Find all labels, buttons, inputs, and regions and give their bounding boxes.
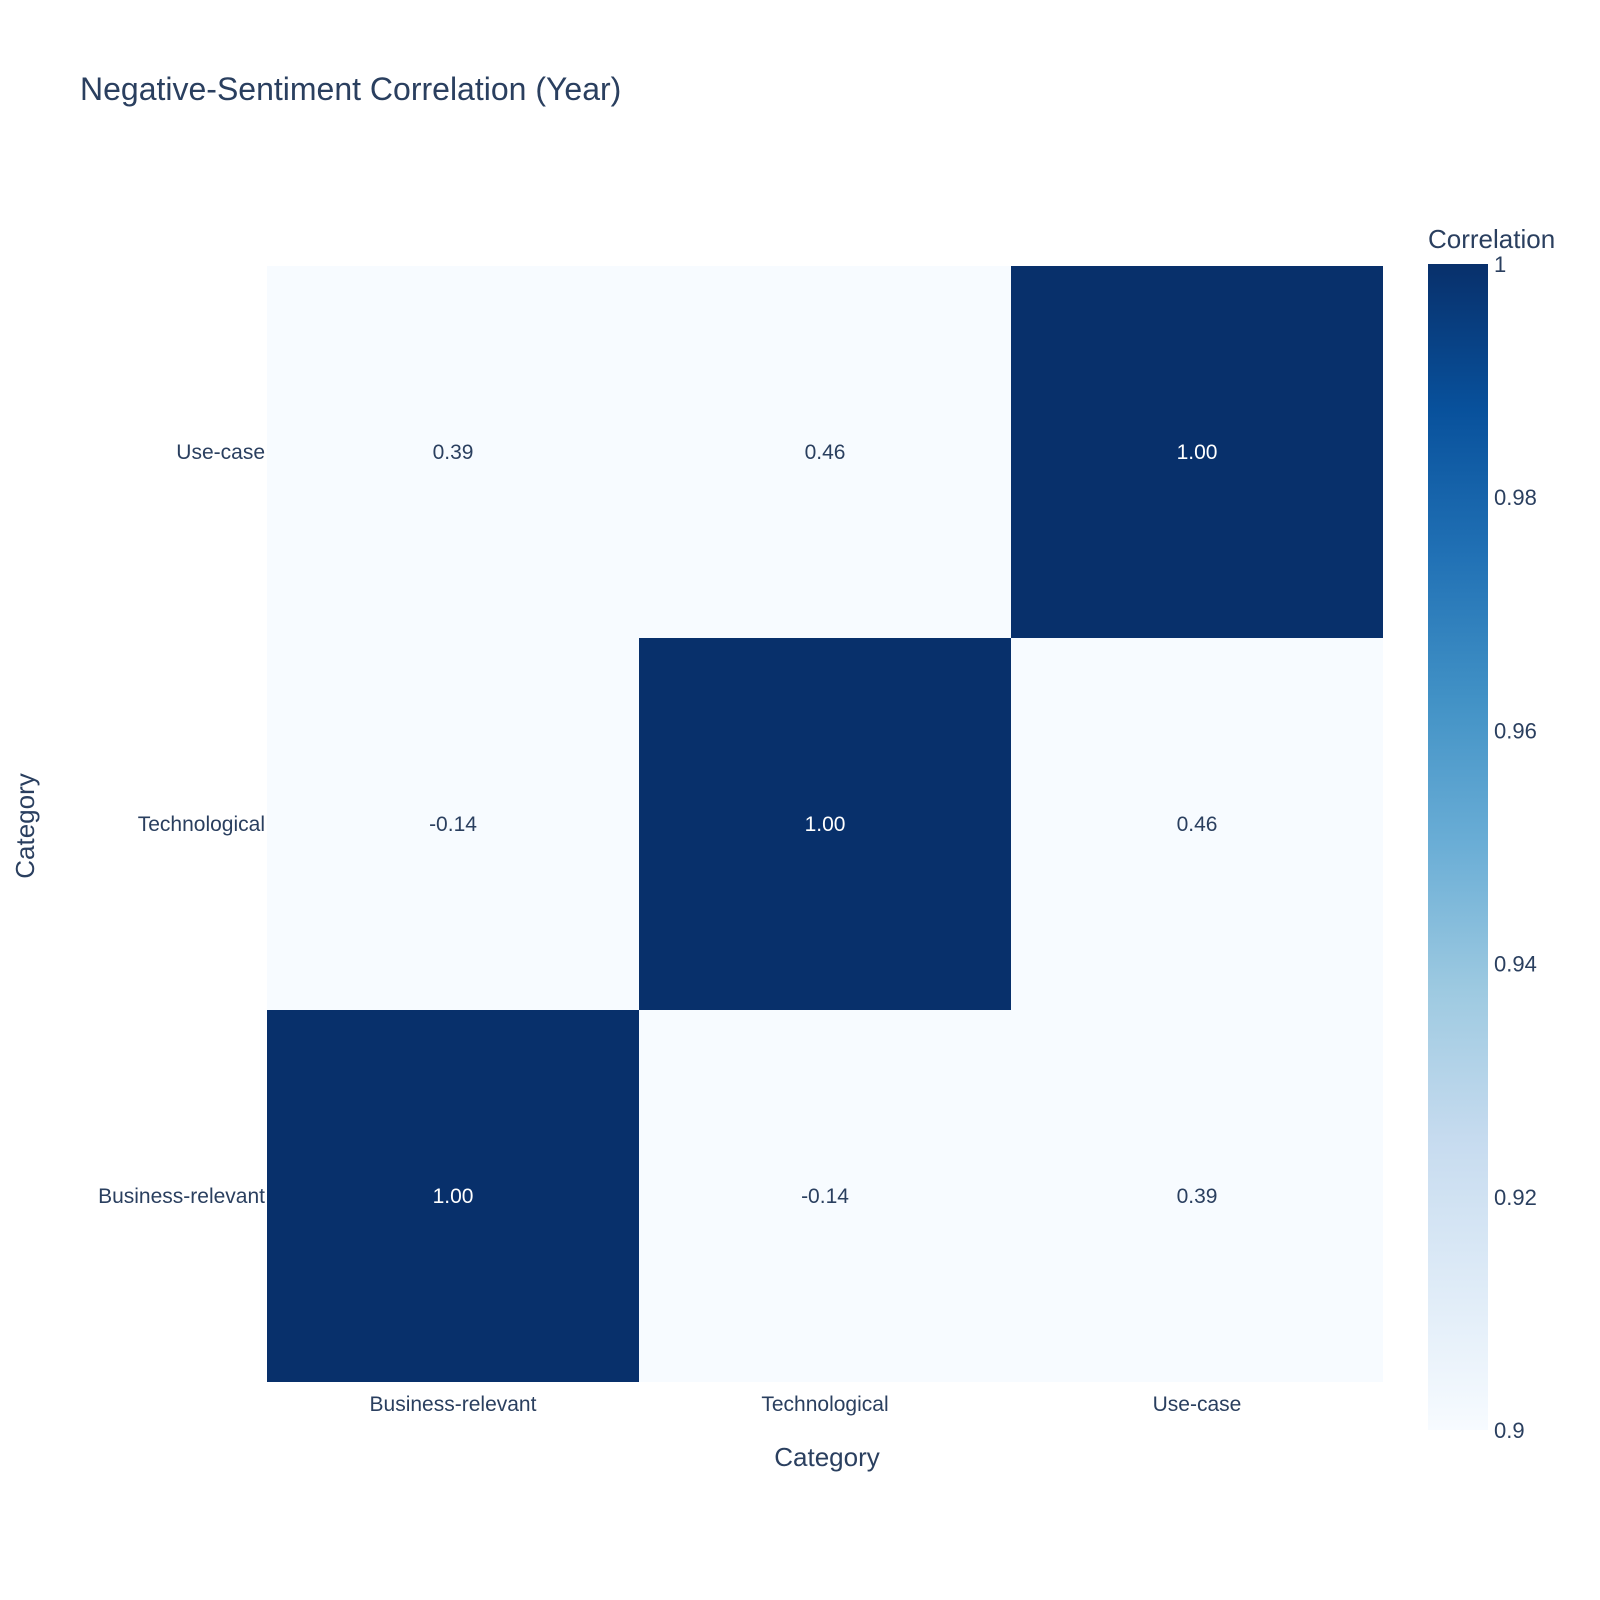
y-tick-label: Technological: [138, 813, 265, 836]
colorbar-tick-label: 1: [1494, 252, 1506, 277]
colorbar-title: Correlation: [1428, 224, 1555, 254]
cell-value-label: 0.39: [1177, 1185, 1218, 1208]
x-tick-label: Business-relevant: [370, 1393, 537, 1416]
colorbar-tick-label: 0.96: [1494, 718, 1537, 743]
cell-value-label: 0.39: [433, 441, 474, 464]
colorbar-tick-label: 0.92: [1494, 1185, 1537, 1210]
heatmap-cell: [267, 266, 639, 638]
cell-value-label: -0.14: [801, 1185, 849, 1208]
cell-value-label: 0.46: [1177, 813, 1218, 836]
colorbar-ticks: 0.9 0.92 0.94 0.96 0.98 1: [1494, 252, 1537, 1443]
heatmap-cell: [1011, 638, 1383, 1010]
y-tick-label: Use-case: [176, 441, 265, 464]
x-tick-label: Technological: [761, 1393, 888, 1416]
heatmap-cell: [639, 638, 1011, 1010]
colorbar: Correlation 0.9 0.92 0.94 0.96 0.98 1: [1428, 224, 1555, 1443]
chart-title: Negative-Sentiment Correlation (Year): [80, 71, 621, 107]
y-axis-ticks: Business-relevant Technological Use-case: [98, 441, 265, 1208]
colorbar-gradient: [1428, 264, 1488, 1430]
y-tick-label: Business-relevant: [98, 1185, 265, 1208]
heatmap-cell: [639, 266, 1011, 638]
x-axis-title: Category: [774, 1442, 880, 1472]
cell-value-label: 1.00: [805, 813, 846, 836]
cell-value-label: 0.46: [805, 441, 846, 464]
heatmap-cell: [267, 638, 639, 1010]
heatmap-cells: [267, 266, 1383, 1382]
cell-value-label: -0.14: [429, 813, 477, 836]
heatmap-cell: [639, 1010, 1011, 1382]
heatmap-cell: [1011, 266, 1383, 638]
colorbar-tick-label: 0.94: [1494, 952, 1537, 977]
x-axis-ticks: Business-relevant Technological Use-case: [370, 1393, 1242, 1416]
heatmap-cell: [267, 1010, 639, 1382]
heatmap-cell-labels: 1.00 -0.14 0.39 -0.14 1.00 0.46 0.39 0.46 1.00: [429, 441, 1217, 1208]
colorbar-tick-label: 0.9: [1494, 1418, 1525, 1443]
x-tick-label: Use-case: [1153, 1393, 1242, 1416]
colorbar-tick-label: 0.98: [1494, 485, 1537, 510]
cell-value-label: 1.00: [433, 1185, 474, 1208]
cell-value-label: 1.00: [1177, 441, 1218, 464]
heatmap-cell: [1011, 1010, 1383, 1382]
y-axis-title: Category: [10, 773, 40, 879]
